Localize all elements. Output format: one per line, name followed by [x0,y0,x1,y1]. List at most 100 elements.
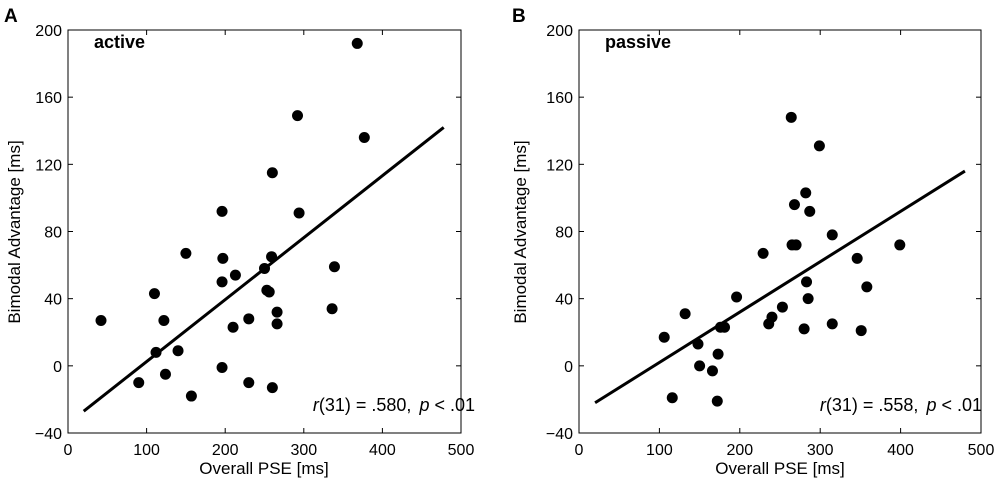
y-tick-label-a--40: −40 [35,426,62,443]
plot-frame-b [578,29,982,434]
panel-active: A active 0 100 200 300 400 500 −4004080120160… [4,6,475,478]
data-point-b-6 [711,395,723,407]
data-point-b-23 [804,205,816,217]
data-point-a-22 [266,382,278,394]
y-ticks-b: −40 0 40 80 120 160 200 [546,23,981,443]
y-tick-label-b-80: 80 [555,225,573,242]
x-tick-label-b-200: 200 [726,442,753,459]
regression-line-passive [594,169,966,405]
panel-passive: B passive 0 100 200 300 400 500 −400408012016… [511,6,994,478]
data-points-active [95,37,370,402]
data-point-b-5 [706,365,718,377]
data-point-a-21 [266,167,278,179]
data-point-b-11 [757,247,769,259]
data-point-a-20 [266,251,278,263]
y-tick-label-b-200: 200 [546,23,573,40]
data-point-a-17 [259,262,270,274]
data-point-a-9 [216,205,228,217]
p-value-b: < .01 [936,395,982,415]
data-point-a-19 [263,286,275,298]
y-tick-label-b-40: 40 [555,292,573,309]
data-point-b-29 [861,281,873,293]
data-point-b-24 [813,140,825,152]
y-axis-label-b: Bimodal Advantage [ms] [511,140,530,323]
y-tick-label-b-0: 0 [564,359,573,376]
y-tick-label-a-160: 160 [35,90,62,107]
y-ticks-a: −40 0 40 80 120 160 200 [35,23,461,443]
x-tick-label-b-400: 400 [887,442,914,459]
panel-letter-a: A [4,6,18,27]
data-point-a-24 [271,318,283,330]
x-ticks-b: 0 100 200 300 400 500 [575,30,995,459]
data-point-b-10 [731,291,743,303]
y-tick-label-b-160: 160 [546,90,573,107]
r-symbol-a: r [313,395,320,415]
data-point-a-16 [243,377,255,389]
y-tick-label-b--40: −40 [546,426,573,443]
r-value-b: (31) = .558, [826,395,919,415]
data-points-passive [658,111,906,407]
y-tick-label-a-200: 200 [35,23,62,40]
data-point-b-7 [712,348,724,360]
x-tick-label-a-400: 400 [369,442,396,459]
x-tick-label-a-0: 0 [64,442,73,459]
data-point-a-10 [216,276,228,288]
panel-letter-b: B [512,6,526,27]
data-point-b-14 [776,301,788,313]
y-tick-label-a-40: 40 [44,292,62,309]
data-point-b-18 [790,239,802,251]
x-tick-label-a-100: 100 [133,442,160,459]
correlation-annotation-passive: r(31) = .558, p < .01 [820,395,982,415]
data-point-a-23 [271,306,283,318]
data-point-a-29 [351,37,363,49]
data-point-b-21 [801,276,813,288]
data-point-a-26 [293,207,305,219]
data-point-a-7 [180,247,192,259]
data-point-b-1 [666,392,678,404]
data-point-b-20 [800,187,812,199]
condition-label-active: active [94,32,145,52]
p-symbol-a: p [418,395,429,415]
data-point-a-4 [158,314,170,326]
plot-frame-a [67,29,462,434]
data-point-b-25 [826,229,838,241]
data-point-b-28 [855,325,867,337]
data-point-a-8 [185,390,197,402]
data-point-b-13 [766,311,778,323]
data-point-b-3 [692,338,704,350]
p-symbol-b: p [925,395,936,415]
y-tick-label-a-120: 120 [35,157,62,174]
data-point-b-19 [798,323,810,335]
x-tick-label-a-500: 500 [448,442,475,459]
x-tick-label-a-200: 200 [212,442,239,459]
data-point-a-11 [217,252,229,264]
x-tick-label-b-500: 500 [968,442,995,459]
data-point-b-0 [658,331,670,343]
x-axis-label-b: Overall PSE [ms] [715,459,844,478]
correlation-annotation-active: r(31) = .580, p < .01 [313,395,475,415]
data-point-b-22 [802,293,814,305]
x-tick-label-b-100: 100 [646,442,673,459]
p-value-a: < .01 [429,395,475,415]
r-symbol-b: r [820,395,827,415]
y-tick-label-a-80: 80 [44,225,62,242]
data-point-a-2 [148,288,160,300]
data-point-b-9 [719,321,731,333]
data-point-a-15 [243,313,255,325]
x-tick-label-b-0: 0 [575,442,584,459]
data-point-a-14 [229,269,241,281]
data-point-a-25 [292,110,304,122]
data-point-a-13 [227,321,239,333]
data-point-a-5 [159,368,171,380]
data-point-b-2 [679,308,691,320]
y-axis-label-a: Bimodal Advantage [ms] [5,140,24,323]
x-axis-label-a: Overall PSE [ms] [199,459,328,478]
data-point-b-26 [826,318,838,330]
y-tick-label-b-120: 120 [546,157,573,174]
x-tick-label-a-300: 300 [290,442,317,459]
data-point-b-4 [694,360,706,372]
data-point-a-1 [133,377,145,389]
data-point-a-0 [95,314,107,326]
data-point-b-30 [894,239,906,251]
